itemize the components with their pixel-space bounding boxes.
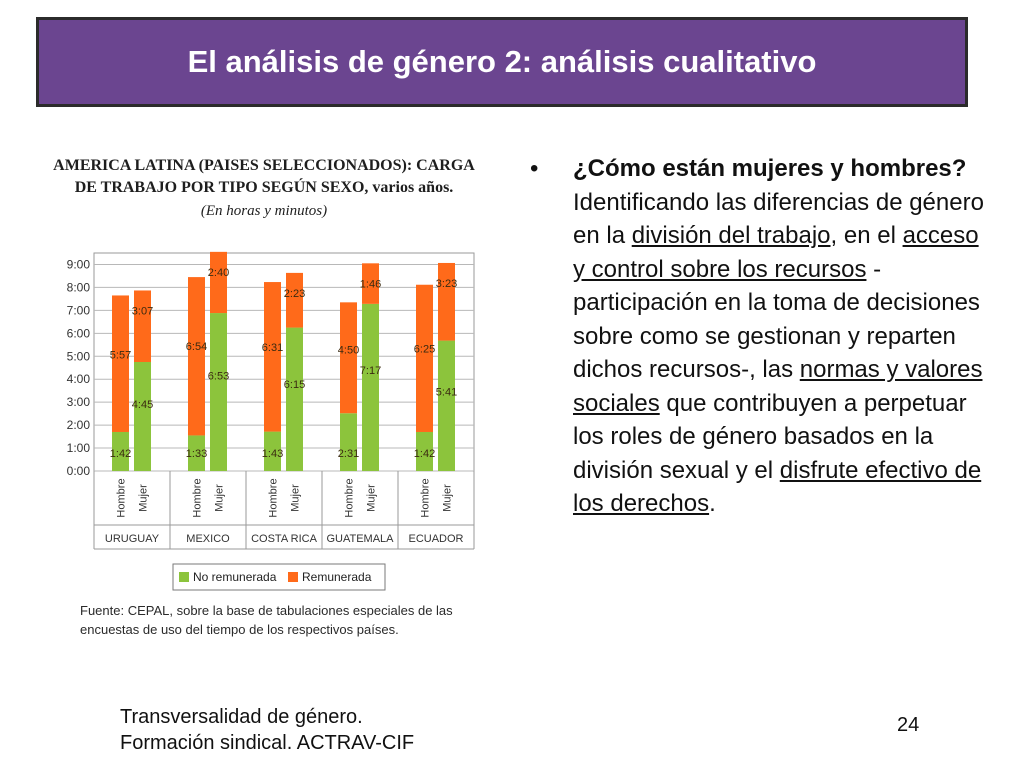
sex-label: Hombre: [192, 478, 204, 517]
sex-label: Mujer: [290, 484, 302, 512]
bar-no-remunerada: [362, 303, 379, 471]
y-tick-label: 5:00: [67, 349, 91, 363]
bullet-part-underline: disfrute efectivo de los derechos: [573, 456, 982, 518]
legend-label-no-remunerada: No remunerada: [193, 570, 277, 584]
bullet-part-normal: -participación en la toma de decisiones …: [573, 255, 980, 384]
data-label-remunerada: 3:07: [132, 305, 153, 317]
y-tick-label: 6:00: [67, 326, 91, 340]
bar-remunerada: [112, 295, 129, 432]
bullet-part-underline: división del trabajo: [631, 222, 831, 249]
bar-no-remunerada: [340, 413, 357, 471]
country-label: GUATEMALA: [326, 533, 394, 545]
bullet-part-bold: ¿Cómo están mujeres y hombres?: [573, 155, 967, 182]
y-tick-label: 9:00: [67, 257, 91, 271]
legend-swatch-no-remunerada: [179, 572, 189, 582]
data-label-no-remunerada: 1:33: [186, 448, 207, 460]
slide-title: El análisis de género 2: análisis cualit…: [187, 44, 817, 79]
legend-box: [172, 563, 386, 591]
bar-remunerada: [286, 272, 303, 328]
bar-remunerada: [188, 277, 205, 436]
data-label-remunerada: 4:50: [338, 344, 359, 356]
data-label-no-remunerada: 6:53: [208, 370, 229, 382]
bar-no-remunerada: [438, 340, 455, 471]
bar-no-remunerada: [210, 313, 227, 471]
data-label-remunerada: 6:31: [262, 342, 283, 354]
y-tick-label: 3:00: [67, 395, 91, 409]
chart-figure: AMERICA LATINA (PAISES SELECCIONADOS): C…: [36, 145, 486, 655]
chart-source: Fuente: CEPAL, sobre la base de tabulaci…: [80, 601, 500, 639]
bar-no-remunerada: [134, 362, 151, 471]
data-label-no-remunerada: 7:17: [360, 365, 381, 377]
page-number: 24: [897, 714, 920, 736]
footer: Transversalidad de género. Formación sin…: [120, 704, 414, 756]
chart-title-line2: DE TRABAJO POR TIPO SEGÚN SEXO, varios a…: [74, 179, 454, 196]
country-label: URUGUAY: [105, 533, 160, 545]
bar-no-remunerada: [416, 431, 433, 471]
bar-remunerada: [340, 302, 357, 414]
bar-remunerada: [134, 290, 151, 362]
data-label-remunerada: 3:23: [436, 278, 457, 290]
sex-label: Hombre: [268, 478, 280, 517]
sex-label: Hombre: [420, 478, 432, 517]
bar-no-remunerada: [188, 435, 205, 471]
bar-remunerada: [210, 251, 227, 314]
sex-label: Mujer: [442, 484, 454, 512]
legend-swatch-remunerada: [288, 572, 298, 582]
country-label: MEXICO: [186, 533, 230, 545]
bar-remunerada: [362, 263, 379, 304]
data-label-remunerada: 2:23: [284, 288, 305, 300]
footer-line2: Formación sindical. ACTRAV-CIF: [120, 732, 415, 754]
data-label-remunerada: 5:57: [110, 349, 131, 361]
bullet-part-underline: normas y valores sociales: [573, 356, 983, 417]
bar-no-remunerada: [264, 431, 281, 471]
sex-label: Mujer: [138, 484, 150, 512]
sex-label: Mujer: [214, 484, 226, 512]
bar-remunerada: [416, 284, 433, 432]
bar-no-remunerada: [286, 327, 303, 471]
stacked-bar-chart: 0:00 1:00 2:00 3:00 4:00 5:00 6:00 7:00 8:00 9:00…: [67, 251, 475, 591]
sex-label: Mujer: [366, 484, 378, 512]
bullet-part-normal: Identificando las diferencias de género …: [573, 188, 984, 250]
chart-subtitle: (En horas y minutos): [200, 203, 328, 219]
data-label-no-remunerada: 1:42: [414, 448, 435, 460]
sex-label: Hombre: [344, 478, 356, 517]
bullet-block: • ¿Cómo están mujeres y hombres? Identif…: [530, 152, 990, 521]
data-label-no-remunerada: 1:43: [262, 448, 283, 460]
country-label: ECUADOR: [408, 533, 463, 545]
data-label-remunerada: 6:25: [414, 343, 435, 355]
chart-source-line1: Fuente: CEPAL, sobre la base de tabulaci…: [80, 603, 453, 618]
data-label-no-remunerada: 4:45: [132, 399, 153, 411]
bullet-marker: •: [530, 155, 539, 182]
y-tick-label: 4:00: [67, 372, 91, 386]
bar-remunerada: [264, 282, 281, 432]
chart-title-line1: AMERICA LATINA (PAISES SELECCIONADOS): C…: [53, 157, 475, 174]
bar-remunerada: [438, 262, 455, 341]
plot-frame: [93, 252, 475, 472]
y-tick-label: 0:00: [67, 464, 91, 478]
title-bar: El análisis de género 2: análisis cualit…: [36, 17, 968, 107]
bar-no-remunerada: [112, 431, 129, 471]
y-tick-label: 7:00: [67, 303, 91, 317]
bullet-part-underline: acceso y control sobre los recursos: [573, 222, 979, 283]
legend-label-remunerada: Remunerada: [302, 570, 372, 584]
bullet-part-normal: , en el: [830, 222, 903, 249]
bullet-paragraph: ¿Cómo están mujeres y hombres? Identific…: [573, 152, 990, 521]
data-label-remunerada: 2:40: [208, 267, 229, 279]
y-tick-label: 2:00: [67, 418, 91, 432]
data-label-no-remunerada: 6:15: [284, 379, 305, 391]
country-label: COSTA RICA: [251, 533, 317, 545]
data-label-no-remunerada: 5:41: [436, 386, 457, 398]
sex-label: Hombre: [116, 478, 128, 517]
footer-line1: Transversalidad de género.: [120, 706, 363, 728]
data-label-no-remunerada: 1:42: [110, 448, 131, 460]
chart-title: AMERICA LATINA (PAISES SELECCIONADOS): C…: [36, 155, 492, 199]
data-label-remunerada: 1:46: [360, 278, 381, 290]
y-tick-label: 8:00: [67, 280, 91, 294]
data-label-no-remunerada: 2:31: [338, 448, 359, 460]
bullet-part-normal: .: [709, 490, 716, 517]
y-tick-label: 1:00: [67, 441, 91, 455]
chart-source-line2: encuestas de uso del tiempo de los respe…: [80, 622, 399, 637]
bullet-part-normal: que contribuyen a perpetuar los roles de…: [573, 389, 967, 484]
data-label-remunerada: 6:54: [186, 341, 207, 353]
